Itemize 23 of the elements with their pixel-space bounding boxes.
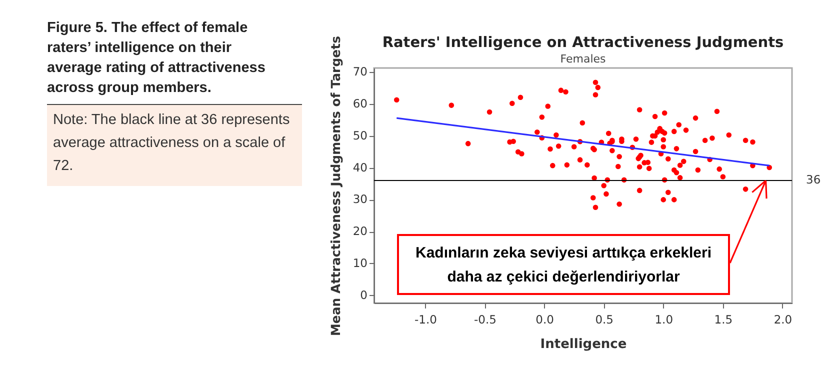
annotation: Kadınların zeka seviyesi arttıkça erkekleri daha az çekici değerlendiriyorlar [415, 244, 712, 286]
x-tick-label: 1.0 [654, 312, 674, 326]
y-tick-label: 40 [352, 160, 368, 174]
text: Note: The black line at 36 represents average attractiveness on a scale of 72. [47, 104, 302, 186]
y-tick-label: 0 [360, 288, 368, 302]
y-tick-label: 10 [352, 256, 368, 270]
caption: Figure 5. The effect of female raters’ intelligence on their average rating of attractiveness across group members. [47, 19, 266, 98]
x-tick-label: 0.5 [595, 312, 614, 326]
y-tick-label: 20 [352, 224, 368, 238]
y-tick-label: 60 [352, 96, 368, 111]
y-axis-title: Mean Attractiveness Judgments of Targets [328, 36, 343, 336]
x-tick-label: -1.0 [414, 312, 437, 326]
x-tick-label: 2.0 [774, 312, 792, 326]
chart-subtitle: Females [560, 52, 606, 66]
ref-line-label: 36 [806, 172, 821, 187]
x-axis-title: Intelligence [540, 337, 627, 352]
y-tick-label: 50 [352, 128, 368, 142]
x-tick-label: 0.0 [536, 312, 554, 326]
chart-title: Raters' Intelligence on Attractiveness Judgments [382, 34, 784, 51]
y-tick-label: 70 [352, 64, 368, 79]
x-tick-label: -0.5 [474, 312, 496, 326]
x-tick-label: 1.5 [714, 312, 733, 326]
y-tick-label: 30 [352, 192, 368, 206]
